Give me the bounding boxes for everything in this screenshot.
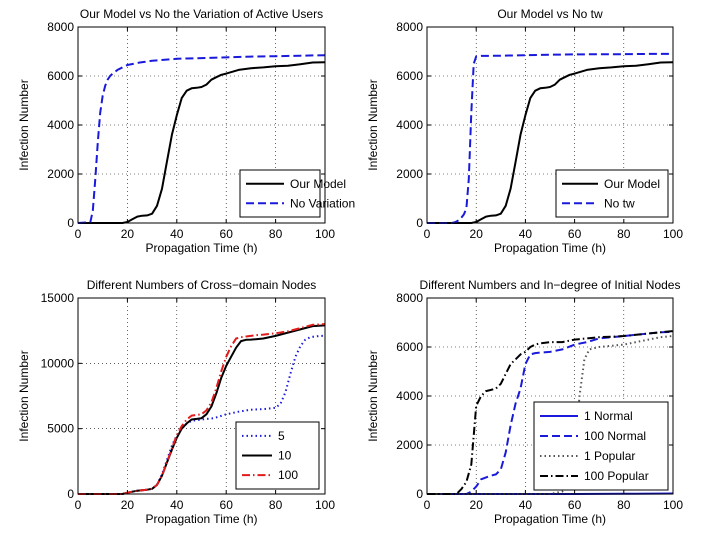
x-tick-label: 0 [424,227,431,241]
series-line-4 [427,330,674,495]
y-tick-label: 10000 [41,356,75,370]
y-tick-label: 0 [416,216,423,230]
chart-title: Our Model vs No the Variation of Active … [80,7,323,21]
x-tick-label: 40 [170,498,184,512]
legend: Our Model No tw [555,169,669,218]
x-axis-label: Propagation Time (h) [145,512,257,526]
chart-panel-3: 0 20 40 60 80 100 0 5000 10000 15000 Different Num… [17,278,335,526]
x-tick-label: 100 [315,227,335,241]
y-tick-label: 6000 [396,69,423,83]
x-tick-label: 60 [568,498,582,512]
legend-box [555,169,669,218]
x-tick-label: 80 [617,227,631,241]
x-tick-label: 0 [75,227,82,241]
y-tick-label: 15000 [41,291,75,305]
y-tick-label: 2000 [396,438,423,452]
legend-label: 1 Normal [584,409,633,423]
y-tick-label: 2000 [396,167,423,181]
series-line-1 [427,61,674,224]
series-line-2 [77,54,326,224]
y-tick-label: 8000 [47,20,74,34]
x-tick-label: 40 [170,227,184,241]
legend-box [239,169,321,218]
y-tick-label: 0 [67,487,74,501]
x-tick-label: 20 [121,227,135,241]
legend-label: 100 [278,468,298,482]
x-tick-label: 100 [315,498,335,512]
series-line-2 [78,324,326,495]
legend-label: Our Model [290,177,346,191]
y-tick-label: 8000 [396,291,423,305]
legend: Our Model No Variation [239,169,355,218]
y-axis-label: Infection Number [17,79,31,170]
y-axis-label: Infection Number [17,350,31,441]
y-tick-label: 4000 [396,118,423,132]
legend-label: 100 Normal [584,429,646,443]
x-tick-label: 60 [220,498,234,512]
series-line-2 [427,52,673,224]
axes-frame [77,297,326,495]
x-tick-label: 100 [663,498,683,512]
x-axis-label: Propagation Time (h) [494,241,606,255]
chart-panel-2: 0 20 40 60 80 100 0 2000 4000 6000 8000 Our Model v… [366,7,683,255]
legend: 5 10 100 [235,421,320,490]
x-tick-label: 20 [121,498,135,512]
x-tick-label: 80 [269,498,283,512]
y-tick-label: 0 [67,216,74,230]
y-tick-label: 4000 [396,389,423,403]
chart-title: Different Numbers of Cross−domain Nodes [87,278,317,292]
legend-label: No tw [604,196,635,210]
x-tick-label: 20 [470,227,484,241]
series-line-3 [427,335,674,495]
chart-title: Different Numbers and In−degree of Initi… [420,278,681,292]
chart-panel-1: 0 20 40 60 80 100 0 2000 4000 6000 8000 Our Model v… [17,7,355,255]
series-line-1 [78,334,325,495]
y-tick-label: 4000 [47,118,74,132]
x-tick-label: 40 [519,498,533,512]
x-tick-label: 40 [519,227,533,241]
x-tick-label: 20 [470,498,484,512]
x-tick-label: 100 [663,227,683,241]
y-tick-label: 2000 [47,167,74,181]
y-tick-label: 5000 [47,422,74,436]
y-axis-label: Infection Number [366,79,380,170]
y-tick-label: 6000 [47,69,74,83]
series-line-3 [78,323,326,495]
series-line-1 [78,61,326,224]
y-tick-label: 6000 [396,340,423,354]
x-tick-label: 60 [220,227,234,241]
x-tick-label: 80 [269,227,283,241]
x-tick-label: 80 [617,498,631,512]
x-tick-label: 0 [424,498,431,512]
legend-label: 10 [278,449,292,463]
y-tick-label: 0 [416,487,423,501]
x-axis-label: Propagation Time (h) [494,512,606,526]
legend: 1 Normal 100 Normal 1 Popular 100 Popular [533,401,669,491]
legend-label: Our Model [604,177,660,191]
x-tick-label: 60 [568,227,582,241]
chart-title: Our Model vs No tw [497,7,603,21]
legend-label: 1 Popular [584,449,635,463]
legend-label: 100 Popular [584,469,649,483]
legend-label: 5 [278,429,285,443]
legend-label: No Variation [290,196,355,210]
y-axis-label: Infection Number [366,350,380,441]
x-axis-label: Propagation Time (h) [145,241,257,255]
x-tick-label: 0 [75,498,82,512]
y-tick-label: 8000 [396,20,423,34]
